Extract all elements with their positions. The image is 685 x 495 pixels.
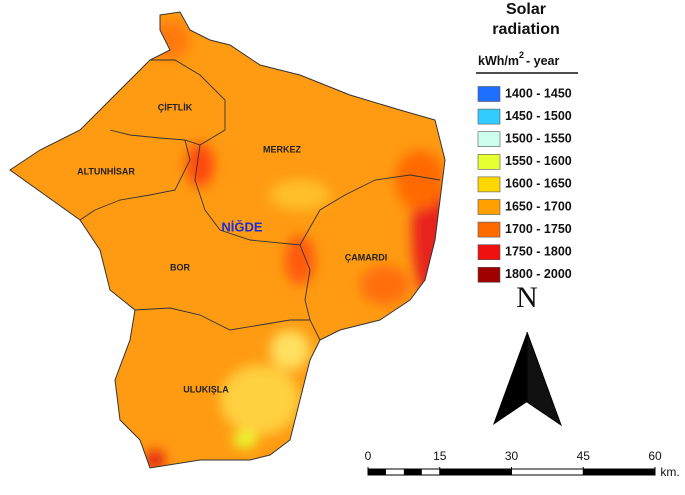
legend-swatch — [477, 244, 501, 260]
scale-tick-label: 0 — [365, 449, 372, 463]
legend-label: 1750 - 1800 — [505, 244, 572, 258]
district-label: ÇAMARDI — [345, 252, 388, 262]
scale-bar: 0 15 30 45 60 km. — [365, 449, 680, 479]
district-borders — [79, 59, 441, 341]
unit-exponent: 2 — [519, 50, 524, 60]
legend-label: 1550 - 1600 — [505, 154, 572, 168]
province-label: NİĞDE — [221, 219, 263, 234]
north-arrow-right — [526, 331, 563, 427]
scale-segment — [368, 469, 386, 475]
province-outline — [9, 11, 446, 469]
scale-segment — [439, 469, 512, 475]
legend-label: 1500 - 1550 — [505, 131, 572, 145]
legend-title: Solar radiation — [492, 1, 560, 38]
legend-swatch — [477, 176, 501, 193]
legend-swatch — [477, 108, 501, 125]
legend-swatch — [477, 199, 501, 215]
raster — [10, 12, 445, 468]
district-label: ALTUNHİSAR — [77, 166, 135, 176]
border — [79, 139, 191, 221]
legend-label: 1600 - 1650 — [505, 177, 572, 191]
border — [299, 244, 321, 341]
border — [134, 307, 310, 331]
patch — [233, 432, 257, 448]
north-label: N — [516, 281, 538, 314]
patch — [395, 150, 445, 210]
scale-tick-label: 15 — [433, 449, 447, 463]
unit-rest: - year — [526, 54, 559, 68]
legend-label: 1650 - 1700 — [505, 199, 572, 213]
unit-base: kWh/m — [478, 54, 519, 68]
patch — [360, 265, 410, 305]
scale-tick-label: 60 — [648, 449, 662, 463]
patch — [270, 180, 330, 210]
scale-unit: km. — [660, 465, 679, 479]
legend-unit: kWh/m2- year — [478, 50, 559, 68]
scale-tick-label: 45 — [577, 449, 591, 463]
legend: 1400 - 1450 1450 - 1500 1500 - 1550 1550 - … — [477, 86, 572, 283]
legend-swatch — [477, 221, 501, 238]
border — [109, 59, 226, 146]
legend-label: 1700 - 1750 — [505, 222, 572, 236]
legend-swatch — [477, 154, 501, 170]
patch — [220, 365, 300, 435]
patch — [186, 143, 214, 187]
legend-swatch — [477, 131, 501, 147]
legend-label: 1450 - 1500 — [505, 109, 572, 123]
patch — [270, 330, 310, 370]
scale-segment — [583, 469, 655, 475]
legend-swatch — [477, 86, 501, 102]
north-arrow-left — [493, 332, 527, 425]
scale-segment — [403, 469, 422, 475]
patch — [150, 20, 190, 60]
district-label: ULUKIŞLA — [183, 384, 229, 394]
district-label: ÇİFTLİK — [158, 102, 193, 112]
patch — [145, 450, 165, 468]
legend-label: 1400 - 1450 — [505, 86, 572, 100]
patch — [285, 235, 315, 285]
district-label: BOR — [170, 262, 191, 272]
district-label: MERKEZ — [263, 144, 302, 154]
legend-label: 1800 - 2000 — [505, 267, 572, 281]
legend-swatch — [477, 266, 501, 283]
scale-tick-label: 30 — [505, 449, 519, 463]
